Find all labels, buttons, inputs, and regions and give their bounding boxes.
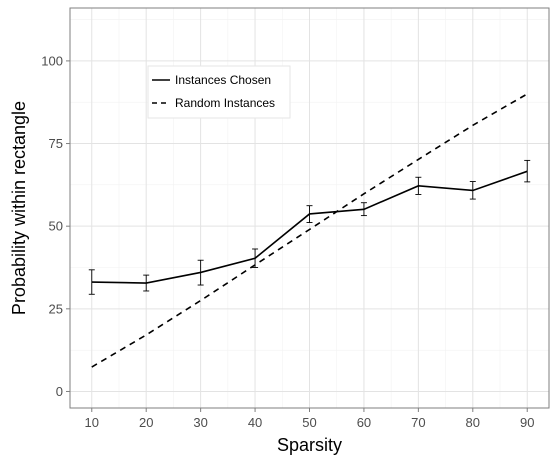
- y-tick-label: 25: [49, 301, 63, 316]
- legend-box: [147, 65, 291, 119]
- x-tick-label: 40: [248, 415, 262, 430]
- x-tick-label: 80: [466, 415, 480, 430]
- series-line-1: [91, 93, 528, 368]
- x-axis-ticks: 10 20 30 40 50 60 70 80 90: [85, 408, 534, 430]
- error-bar: [88, 269, 95, 295]
- series-layer: [88, 93, 531, 368]
- x-tick-label: 20: [139, 415, 153, 430]
- error-bar: [143, 274, 150, 292]
- y-tick-label: 75: [49, 136, 63, 151]
- error-bar: [469, 181, 476, 200]
- legend: Instances Chosen Random Instances: [147, 65, 291, 119]
- y-axis-ticks: 0 25 50 75 100: [41, 53, 70, 399]
- legend-label-random-instances: Random Instances: [175, 96, 275, 110]
- x-tick-label: 30: [193, 415, 207, 430]
- x-axis-title: Sparsity: [277, 435, 342, 455]
- x-tick-label: 90: [520, 415, 534, 430]
- x-tick-label: 70: [411, 415, 425, 430]
- y-tick-label: 100: [41, 53, 63, 68]
- error-bar: [306, 205, 313, 223]
- y-tick-label: 50: [49, 219, 63, 234]
- error-bar: [197, 259, 204, 286]
- error-bar: [415, 176, 422, 195]
- error-bar: [524, 159, 531, 183]
- x-tick-label: 10: [85, 415, 99, 430]
- x-tick-label: 60: [357, 415, 371, 430]
- y-axis-title: Probability within rectangle: [9, 101, 29, 315]
- x-tick-label: 50: [302, 415, 316, 430]
- y-tick-label: 0: [56, 384, 63, 399]
- error-bar: [360, 202, 367, 217]
- legend-label-instances-chosen: Instances Chosen: [175, 73, 271, 87]
